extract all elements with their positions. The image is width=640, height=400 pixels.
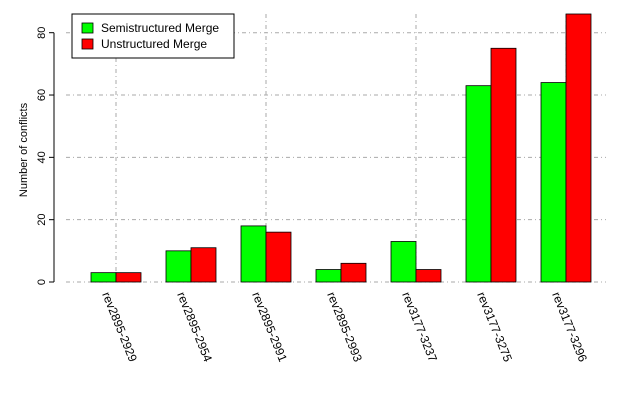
bar [265, 231, 292, 283]
legend-label: Unstructured Merge [101, 37, 207, 51]
bar [490, 47, 517, 283]
bar [165, 250, 192, 283]
bar [90, 272, 117, 283]
y-axis: 0 20 40 60 80 [36, 27, 55, 285]
x-tick-label: rev2895-2991 [249, 290, 290, 364]
bars [90, 13, 592, 283]
bar [565, 13, 592, 283]
y-tick-label: 40 [36, 151, 48, 163]
bar [240, 225, 267, 283]
bar [340, 262, 367, 283]
x-axis-labels: rev2895-2929 rev2895-2954 rev2895-2991 rev2… [99, 290, 590, 364]
y-tick-label: 20 [36, 214, 48, 226]
bar [190, 247, 217, 283]
legend-box [71, 13, 235, 59]
legend-swatch [81, 22, 94, 34]
legend-swatch [81, 38, 94, 50]
bar [115, 272, 142, 283]
bar [540, 82, 567, 283]
y-axis-title: Number of conflicts [18, 102, 30, 197]
legend: Semistructured Merge Unstructured Merge [71, 13, 235, 59]
y-tick-label: 60 [36, 89, 48, 101]
bar [315, 269, 342, 283]
x-tick-label: rev2895-2954 [174, 290, 215, 364]
x-tick-label: rev3177-3275 [474, 290, 515, 364]
x-tick-label: rev2895-2993 [324, 290, 365, 364]
bar [415, 269, 442, 283]
x-tick-label: rev3177-3296 [549, 290, 590, 364]
x-tick-label: rev2895-2929 [99, 290, 140, 364]
x-tick-label: rev3177-3237 [399, 290, 440, 364]
legend-label: Semistructured Merge [101, 21, 219, 35]
bar [465, 85, 492, 283]
y-tick-label: 0 [36, 279, 48, 285]
y-tick-label: 80 [36, 27, 48, 39]
bar [390, 241, 417, 283]
